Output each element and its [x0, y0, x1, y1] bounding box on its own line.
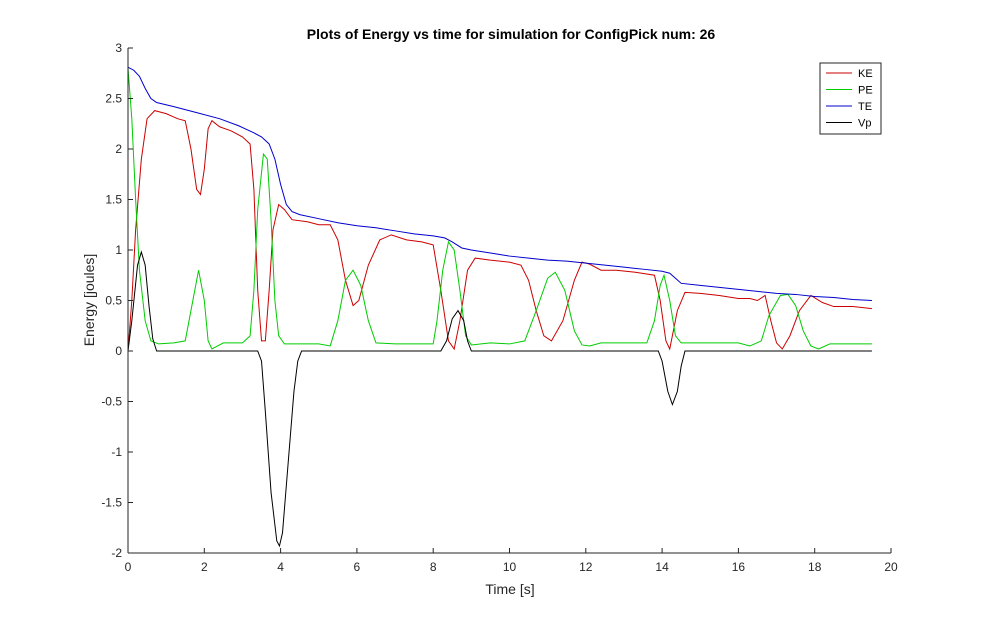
y-tick-label: -2 — [111, 546, 122, 560]
x-tick-label: 0 — [125, 560, 132, 574]
y-axis-label: Energy [joules] — [81, 254, 97, 347]
series-line-te — [127, 66, 872, 301]
plot-area — [128, 48, 891, 553]
y-tick-label: 1 — [115, 243, 122, 257]
x-tick-label: 16 — [732, 560, 746, 574]
x-tick-label: 18 — [808, 560, 822, 574]
y-tick-label: 1.5 — [105, 193, 122, 207]
series-line-vp — [127, 250, 872, 548]
y-axis-ticks: -2 -1.5 -1 -0.5 0 0.5 1 1.5 2 2.5 3 — [101, 41, 133, 560]
chart-title: Plots of Energy vs time for simulation f… — [307, 26, 716, 42]
y-tick-label: 0 — [115, 344, 122, 358]
legend: KE PE TE Vp — [819, 62, 882, 135]
legend-label-pe: PE — [858, 85, 873, 97]
legend-label-vp: Vp — [858, 118, 871, 130]
y-tick-label: 0.5 — [105, 294, 122, 308]
x-tick-label: 12 — [579, 560, 593, 574]
series-lines — [127, 66, 872, 548]
x-axis-ticks: 0 2 4 6 8 10 12 14 16 18 20 — [125, 548, 898, 574]
y-tick-label: -0.5 — [101, 395, 122, 409]
y-tick-label: -1.5 — [101, 496, 122, 510]
y-tick-label: -1 — [111, 445, 122, 459]
x-tick-label: 10 — [503, 560, 517, 574]
legend-label-ke: KE — [858, 68, 873, 80]
y-tick-label: 2 — [115, 142, 122, 156]
x-tick-label: 2 — [201, 560, 208, 574]
y-tick-label: 2.5 — [105, 92, 122, 106]
y-tick-label: 3 — [115, 41, 122, 55]
x-tick-label: 20 — [884, 560, 898, 574]
x-tick-label: 8 — [430, 560, 437, 574]
x-tick-label: 14 — [655, 560, 669, 574]
x-axis-label: Time [s] — [485, 581, 534, 597]
legend-label-te: TE — [858, 101, 872, 113]
x-tick-label: 4 — [277, 560, 284, 574]
series-line-pe — [127, 68, 872, 350]
x-tick-label: 6 — [354, 560, 361, 574]
